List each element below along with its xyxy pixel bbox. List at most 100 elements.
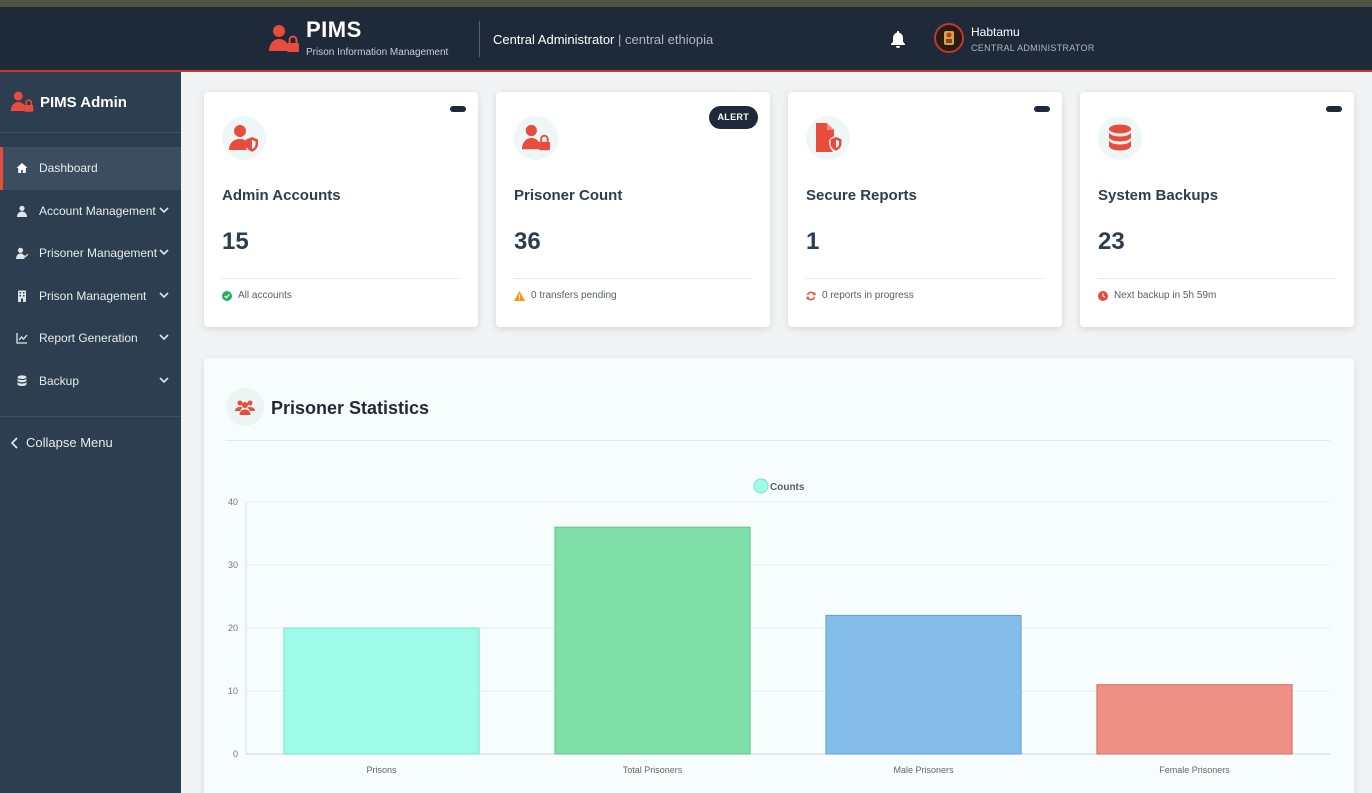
card-footer: All accounts [222, 290, 292, 301]
chevron-down-icon[interactable] [159, 290, 169, 300]
card-divider [514, 278, 752, 279]
sidebar-divider [0, 416, 181, 417]
bar-prisons [283, 627, 480, 755]
role-label: Central Administrator [493, 32, 615, 47]
card-icon-wrapper [222, 116, 266, 160]
user-info[interactable]: Habtamu CENTRAL ADMINISTRATOR [971, 25, 1095, 53]
stat-card-secure-reports[interactable]: Secure Reports 1 0 reports in progress [788, 92, 1062, 327]
collapse-menu-button[interactable]: Collapse Menu [0, 435, 181, 450]
role-separator: | [618, 32, 622, 47]
chevron-down-icon[interactable] [159, 375, 169, 385]
card-footer-text: 0 reports in progress [822, 290, 914, 301]
top-header: PIMS Prison Information Management Centr… [0, 0, 1372, 72]
sidebar-item-prisoner-management[interactable]: Prisoner Management [0, 232, 181, 275]
file-shield-icon [816, 123, 842, 152]
card-menu-pill[interactable] [450, 106, 466, 112]
sidebar-item-account-management[interactable]: Account Management [0, 190, 181, 233]
y-tick-label: 20 [228, 623, 238, 633]
card-value: 36 [514, 228, 541, 255]
card-icon-wrapper [514, 116, 558, 160]
panel-divider [226, 440, 1330, 441]
database-icon [1109, 124, 1131, 151]
user-role-region: Central Administrator | central ethiopia [493, 32, 713, 47]
x-tick-label: Prisons [366, 765, 397, 775]
sidebar-item-label: Report Generation [39, 331, 138, 346]
chevron-down-icon[interactable] [159, 205, 169, 215]
user-shield-icon [229, 125, 258, 152]
prisoner-statistics-panel: Prisoner Statistics 0 10 20 30 40 Prisons Tota… [204, 358, 1354, 793]
card-divider [1098, 278, 1336, 279]
card-title: Secure Reports [806, 187, 917, 204]
collapse-menu-label: Collapse Menu [26, 435, 113, 450]
users-icon [235, 400, 255, 415]
legend-swatch [753, 478, 769, 494]
chevron-left-icon [10, 436, 18, 449]
y-tick-label: 0 [233, 749, 238, 759]
card-footer: Next backup in 5h 59m [1098, 290, 1216, 301]
emblem-icon [937, 26, 961, 50]
home-icon [16, 163, 28, 174]
chart-bars [283, 526, 1293, 755]
card-title: Prisoner Count [514, 187, 623, 204]
stat-card-system-backups[interactable]: System Backups 23 Next backup in 5h 59m [1080, 92, 1354, 327]
legend-label: Counts [770, 482, 805, 493]
alert-badge[interactable]: ALERT [708, 106, 758, 129]
panel-title: Prisoner Statistics [271, 398, 430, 418]
user-lock-icon [269, 25, 299, 52]
stat-card-admin-accounts[interactable]: Admin Accounts 15 All accounts [204, 92, 478, 327]
card-menu-pill[interactable] [1034, 106, 1050, 112]
card-divider [806, 278, 1044, 279]
bar-female-prisoners [1096, 684, 1293, 755]
sidebar-item-label: Account Management [39, 203, 156, 218]
user-icon [17, 205, 27, 217]
user-lock-icon [521, 124, 551, 151]
card-icon-wrapper [1098, 116, 1142, 160]
sidebar-item-backup[interactable]: Backup [0, 360, 181, 403]
card-footer-text: 0 transfers pending [531, 290, 617, 301]
user-role: CENTRAL ADMINISTRATOR [971, 43, 1095, 53]
y-tick-label: 30 [228, 560, 238, 570]
avatar[interactable] [934, 23, 964, 53]
bell-icon[interactable] [890, 30, 906, 48]
card-value: 15 [222, 228, 249, 255]
warning-icon [514, 290, 525, 301]
card-title: Admin Accounts [222, 187, 341, 204]
x-tick-label: Male Prisoners [893, 765, 954, 775]
app-name: PIMS [306, 17, 362, 42]
card-value: 1 [806, 228, 820, 255]
user-check-icon [16, 247, 28, 260]
user-lock-icon [10, 91, 34, 112]
app-brand[interactable]: PIMS Prison Information Management [268, 17, 448, 58]
bar-male-prisoners [825, 614, 1022, 755]
check-circle-icon [222, 290, 232, 301]
chart-legend[interactable]: Counts [753, 478, 805, 494]
sidebar-item-report-generation[interactable]: Report Generation [0, 317, 181, 360]
sidebar-brand[interactable]: PIMS Admin [0, 72, 181, 133]
card-menu-pill[interactable] [1326, 106, 1342, 112]
card-footer-text: Next backup in 5h 59m [1114, 290, 1217, 301]
user-name: Habtamu [971, 25, 1020, 39]
sidebar-item-prison-management[interactable]: Prison Management [0, 275, 181, 318]
prisoner-statistics-chart: 0 10 20 30 40 Prisons Total Prisoners Male Pris… [228, 478, 1330, 775]
sidebar-item-label: Prison Management [39, 288, 147, 303]
card-icon-wrapper [806, 116, 850, 160]
stat-card-prisoner-count[interactable]: ALERT Prisoner Count 36 0 transfers pend… [496, 92, 770, 327]
card-divider [222, 278, 460, 279]
panel-icon-wrapper [226, 388, 264, 426]
card-value: 23 [1098, 228, 1125, 255]
card-footer: 0 reports in progress [806, 290, 914, 301]
x-tick-label: Total Prisoners [623, 765, 683, 775]
region-label: central ethiopia [625, 32, 714, 47]
card-footer-text: All accounts [238, 290, 292, 301]
building-icon [18, 290, 26, 302]
y-tick-label: 10 [228, 686, 238, 696]
sidebar: PIMS Admin Dashboard Account Management … [0, 72, 181, 793]
y-tick-label: 40 [228, 497, 238, 507]
card-title: System Backups [1098, 187, 1219, 204]
chevron-down-icon[interactable] [159, 247, 169, 257]
sidebar-item-label: Prisoner Management [39, 246, 158, 261]
sync-icon [806, 291, 816, 300]
chevron-down-icon[interactable] [159, 332, 169, 342]
sidebar-menu: Dashboard Account Management Prisoner Ma… [0, 147, 181, 402]
sidebar-item-dashboard[interactable]: Dashboard [0, 147, 181, 190]
